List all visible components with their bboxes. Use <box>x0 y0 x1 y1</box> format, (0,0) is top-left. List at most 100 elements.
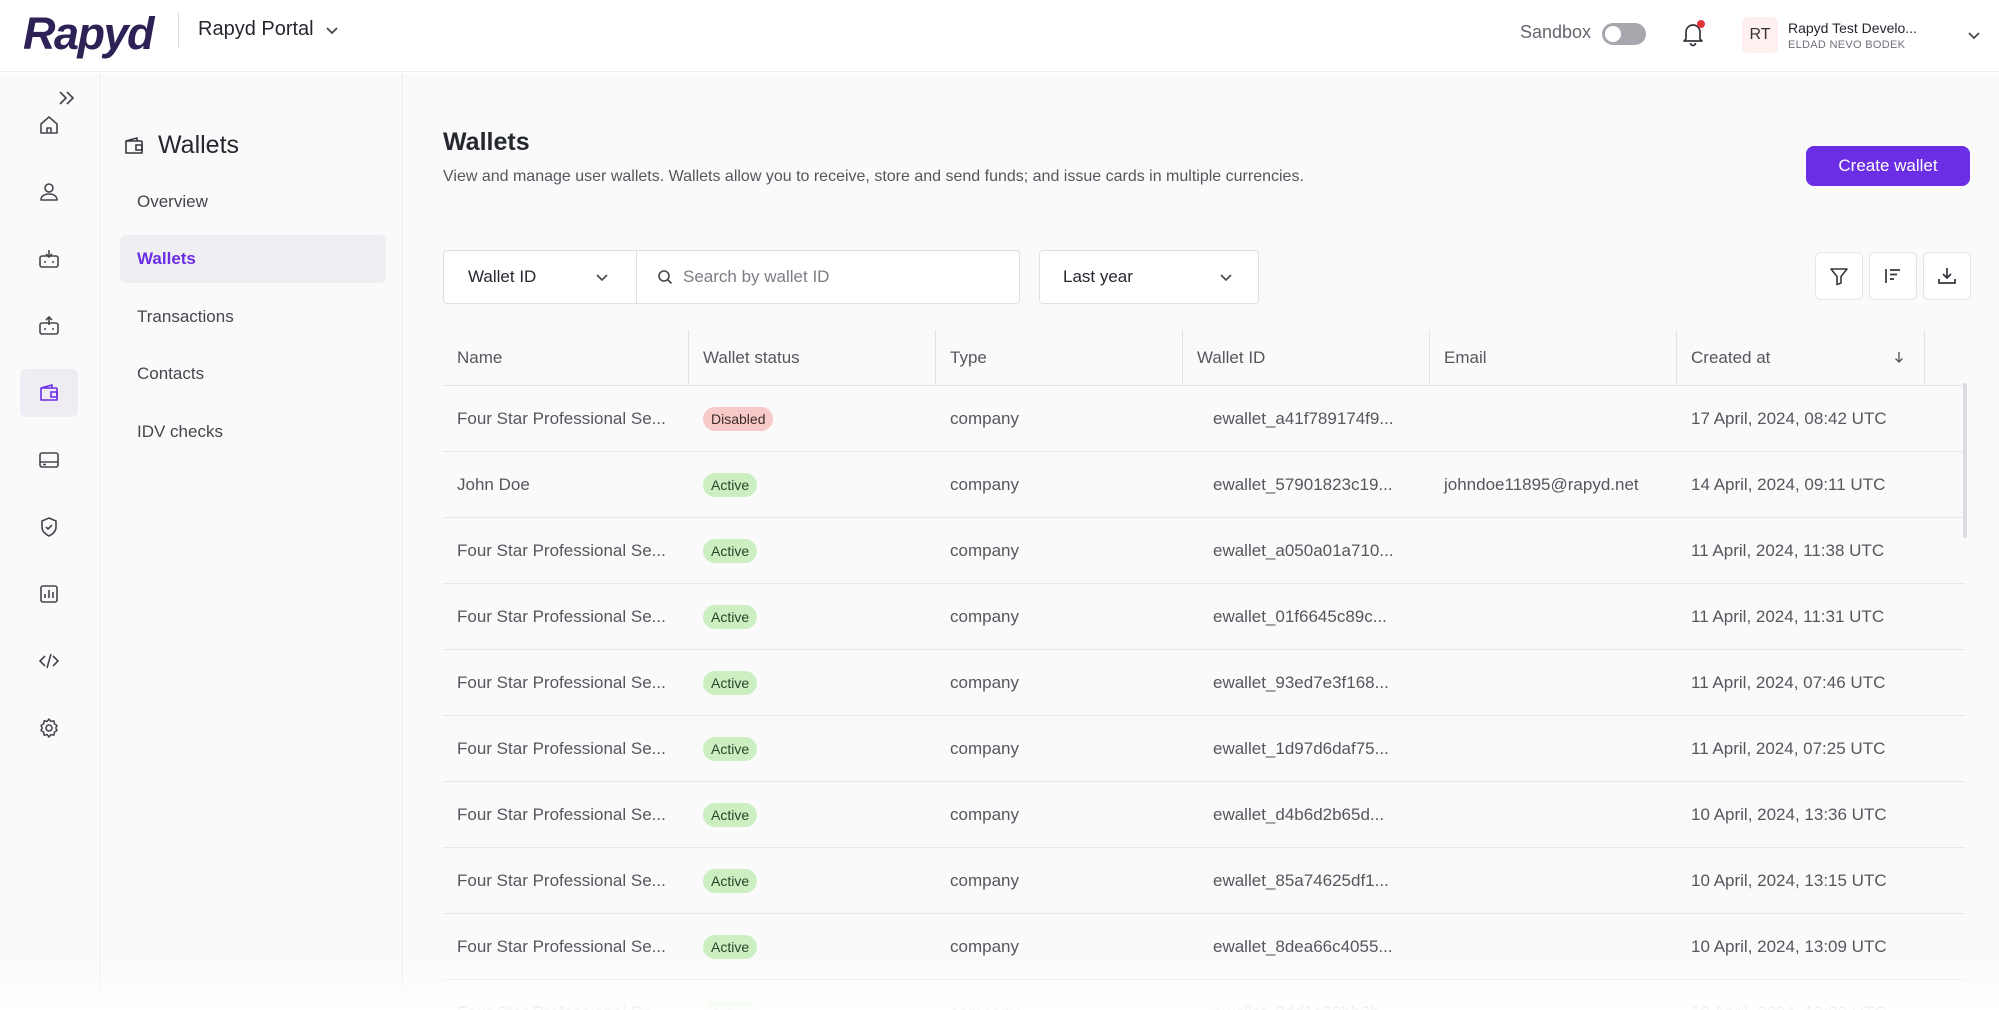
subnav-item-idv-checks[interactable]: IDV checks <box>137 422 223 441</box>
cell-wallet-status: Active <box>689 1000 936 1010</box>
avatar: RT <box>1742 17 1778 53</box>
rapyd-logo[interactable]: Rapyd <box>23 8 155 59</box>
cell-type: company <box>950 936 1019 956</box>
rail-cards[interactable] <box>20 436 78 484</box>
sort-button[interactable] <box>1869 252 1917 300</box>
subnav-item-wallets[interactable]: Wallets <box>120 235 386 283</box>
wallet-icon <box>125 136 143 154</box>
cell-type: company <box>950 870 1019 890</box>
table-body: Four Star Professional Se... Disabled comp… <box>443 386 1965 1010</box>
cell-type: company <box>950 738 1019 758</box>
cell-name: Four Star Professional Se... <box>457 672 666 692</box>
main-content: Wallets View and manage user wallets. Wa… <box>404 73 1999 1010</box>
cell-created-at: 10 April, 2024, 13:09 UTC <box>1691 936 1887 956</box>
status-badge: Disabled <box>703 406 774 431</box>
cell-created-at: 11 April, 2024, 11:31 UTC <box>1691 606 1885 626</box>
sandbox-toggle[interactable] <box>1602 23 1646 45</box>
subnav-item-contacts[interactable]: Contacts <box>137 364 205 383</box>
cell-created-at: 11 April, 2024, 07:25 UTC <box>1691 738 1886 758</box>
cell-type: company <box>950 540 1019 560</box>
page-title: Wallets <box>443 128 530 156</box>
cell-name: Four Star Professional Se... <box>457 738 666 758</box>
column-wallet-id[interactable]: Wallet ID <box>1183 330 1430 386</box>
table-row[interactable]: Four Star Professional Se... Active compan… <box>443 518 1965 584</box>
subnav-item-transactions[interactable]: Transactions <box>137 307 234 326</box>
table-row[interactable]: Four Star Professional Se... Active compan… <box>443 782 1965 848</box>
create-wallet-button[interactable]: Create wallet <box>1806 146 1970 186</box>
cell-wallet-id: ewallet_1d97d6daf75... <box>1213 738 1389 758</box>
search-field-value: Wallet ID <box>468 267 537 286</box>
rail-home[interactable] <box>20 101 78 149</box>
table-row[interactable]: Four Star Professional Se... Active compan… <box>443 584 1965 650</box>
arrow-down-icon <box>1895 352 1903 363</box>
cell-type: company <box>936 1003 1183 1010</box>
cell-type: company <box>950 474 1019 494</box>
table-row[interactable]: Four Star Professional Se... Active compan… <box>443 848 1965 914</box>
table-row[interactable]: Four Star Professional Se... Active compan… <box>443 980 1965 1010</box>
column-created-at-label: Created at <box>1691 348 1771 367</box>
search-box <box>637 251 1019 303</box>
wallets-table: Name Wallet status Type Wallet ID Email … <box>443 330 1965 1010</box>
notifications-button[interactable] <box>1680 20 1706 48</box>
subnav-item-overview[interactable]: Overview <box>137 192 208 211</box>
account-menu[interactable]: RT Rapyd Test Develo... ELDAD NEVO BODEK <box>1742 15 1988 55</box>
page-description: View and manage user wallets. Wallets al… <box>443 168 1304 185</box>
cell-wallet-status: Active <box>689 604 936 629</box>
rail-reports[interactable] <box>20 570 78 618</box>
rail-wallets[interactable] <box>20 369 78 417</box>
cell-wallet-status: Active <box>689 802 936 827</box>
rail-disburse[interactable] <box>20 302 78 350</box>
cell-created-at: 17 April, 2024, 08:42 UTC <box>1691 408 1887 428</box>
search-filter: Wallet ID <box>443 250 1020 304</box>
rail-collect[interactable] <box>20 235 78 283</box>
toggle-knob <box>1605 26 1621 42</box>
table-header: Name Wallet status Type Wallet ID Email … <box>443 330 1965 386</box>
cell-created-at: 14 April, 2024, 09:11 UTC <box>1691 474 1886 494</box>
table-row[interactable]: Four Star Professional Se... Disabled comp… <box>443 386 1965 452</box>
table-row[interactable]: John Doe Active company ewallet_57901823c19… <box>443 452 1965 518</box>
date-range-select[interactable]: Last year <box>1039 250 1259 304</box>
expand-sidebar-icon[interactable] <box>56 87 78 109</box>
cell-name: Four Star Professional Se... <box>457 540 666 560</box>
table-row[interactable]: Four Star Professional Se... Active compan… <box>443 716 1965 782</box>
notification-dot <box>1697 20 1705 28</box>
table-row[interactable]: Four Star Professional Se... Active compan… <box>443 650 1965 716</box>
column-created-at[interactable]: Created at <box>1677 330 1925 386</box>
date-range-value: Last year <box>1063 267 1133 286</box>
filter-icon <box>1830 268 1848 286</box>
status-badge: Active <box>703 1000 758 1010</box>
search-field-select[interactable]: Wallet ID <box>444 251 637 303</box>
cell-wallet-id: ewallet_85a74625df1... <box>1213 870 1389 890</box>
portal-switcher[interactable]: Rapyd Portal <box>198 18 340 41</box>
search-input[interactable] <box>683 267 1013 287</box>
rail-protect[interactable] <box>20 503 78 551</box>
table-scrollbar[interactable] <box>1963 383 1967 538</box>
cell-type: company <box>950 606 1019 626</box>
user-icon <box>40 183 58 201</box>
cell-created-at: 10 April, 2024, 13:36 UTC <box>1691 804 1887 824</box>
column-wallet-status[interactable]: Wallet status <box>689 330 936 386</box>
rail-settings[interactable] <box>20 704 78 752</box>
cell-name: Four Star Professional Se... <box>457 606 666 626</box>
cell-wallet-status: Active <box>689 538 936 563</box>
column-name[interactable]: Name <box>443 330 689 386</box>
column-type[interactable]: Type <box>936 330 1183 386</box>
cell-wallet-id: ewallet_2dd1a79bb3b... <box>1183 1003 1430 1010</box>
cell-created-at: 11 April, 2024, 07:46 UTC <box>1691 672 1886 692</box>
cell-wallet-id: ewallet_a41f789174f9... <box>1213 408 1394 428</box>
cell-wallet-status: Active <box>689 472 936 497</box>
cell-name: Four Star Professional Se... <box>457 408 666 428</box>
column-email[interactable]: Email <box>1430 330 1677 386</box>
cell-created-at: 10 April, 2024, 13:15 UTC <box>1691 870 1887 890</box>
download-button[interactable] <box>1923 252 1971 300</box>
table-row[interactable]: Four Star Professional Se... Active compan… <box>443 914 1965 980</box>
cell-name: Four Star Professional Se... <box>443 1003 689 1010</box>
cell-wallet-status: Active <box>689 934 936 959</box>
filter-button[interactable] <box>1815 252 1863 300</box>
cell-type: company <box>950 672 1019 692</box>
cell-wallet-id: ewallet_93ed7e3f168... <box>1213 672 1389 692</box>
rail-developers[interactable] <box>20 637 78 685</box>
rail-users[interactable] <box>20 168 78 216</box>
download-icon <box>1938 268 1956 284</box>
reports-icon <box>40 585 58 603</box>
